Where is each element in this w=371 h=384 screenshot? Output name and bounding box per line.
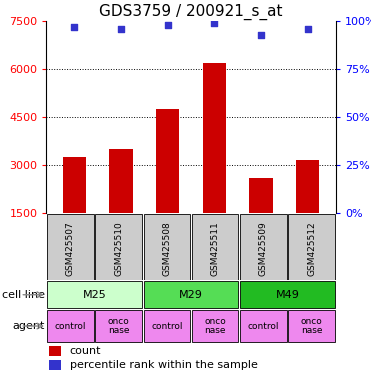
Point bbox=[211, 20, 217, 26]
Bar bbox=[49, 346, 61, 356]
Bar bbox=[49, 360, 61, 370]
Bar bbox=[288, 310, 335, 342]
Text: count: count bbox=[69, 346, 101, 356]
Bar bbox=[95, 214, 142, 280]
Text: M25: M25 bbox=[83, 290, 106, 300]
Bar bbox=[47, 310, 94, 342]
Text: M29: M29 bbox=[179, 290, 203, 300]
Text: M49: M49 bbox=[276, 290, 299, 300]
Text: control: control bbox=[248, 321, 279, 331]
Text: agent: agent bbox=[13, 321, 45, 331]
Text: cell line: cell line bbox=[2, 290, 45, 300]
Point bbox=[305, 26, 311, 32]
Bar bbox=[144, 281, 239, 308]
Text: onco
nase: onco nase bbox=[108, 317, 129, 335]
Bar bbox=[47, 214, 94, 280]
Text: GSM425512: GSM425512 bbox=[307, 222, 316, 276]
Text: onco
nase: onco nase bbox=[301, 317, 322, 335]
Text: control: control bbox=[55, 321, 86, 331]
Bar bbox=[144, 310, 190, 342]
Bar bbox=[240, 281, 335, 308]
Bar bbox=[249, 178, 273, 261]
Bar bbox=[95, 310, 142, 342]
Bar bbox=[203, 63, 226, 261]
Point bbox=[118, 26, 124, 32]
Title: GDS3759 / 200921_s_at: GDS3759 / 200921_s_at bbox=[99, 3, 283, 20]
Bar bbox=[296, 161, 319, 261]
Text: GSM425507: GSM425507 bbox=[66, 222, 75, 276]
Text: control: control bbox=[151, 321, 183, 331]
Text: GSM425510: GSM425510 bbox=[114, 222, 123, 276]
Point bbox=[165, 22, 171, 28]
Bar bbox=[192, 310, 239, 342]
Point bbox=[258, 31, 264, 38]
Bar bbox=[192, 214, 239, 280]
Text: percentile rank within the sample: percentile rank within the sample bbox=[69, 360, 257, 370]
Bar bbox=[109, 149, 133, 261]
Bar bbox=[288, 214, 335, 280]
Text: GSM425509: GSM425509 bbox=[259, 222, 268, 276]
Bar bbox=[144, 214, 190, 280]
Text: GSM425508: GSM425508 bbox=[162, 222, 171, 276]
Bar bbox=[47, 281, 142, 308]
Bar bbox=[240, 214, 287, 280]
Bar bbox=[240, 310, 287, 342]
Text: GSM425511: GSM425511 bbox=[211, 222, 220, 276]
Text: onco
nase: onco nase bbox=[204, 317, 226, 335]
Bar bbox=[156, 109, 180, 261]
Point bbox=[71, 24, 77, 30]
Bar bbox=[63, 157, 86, 261]
